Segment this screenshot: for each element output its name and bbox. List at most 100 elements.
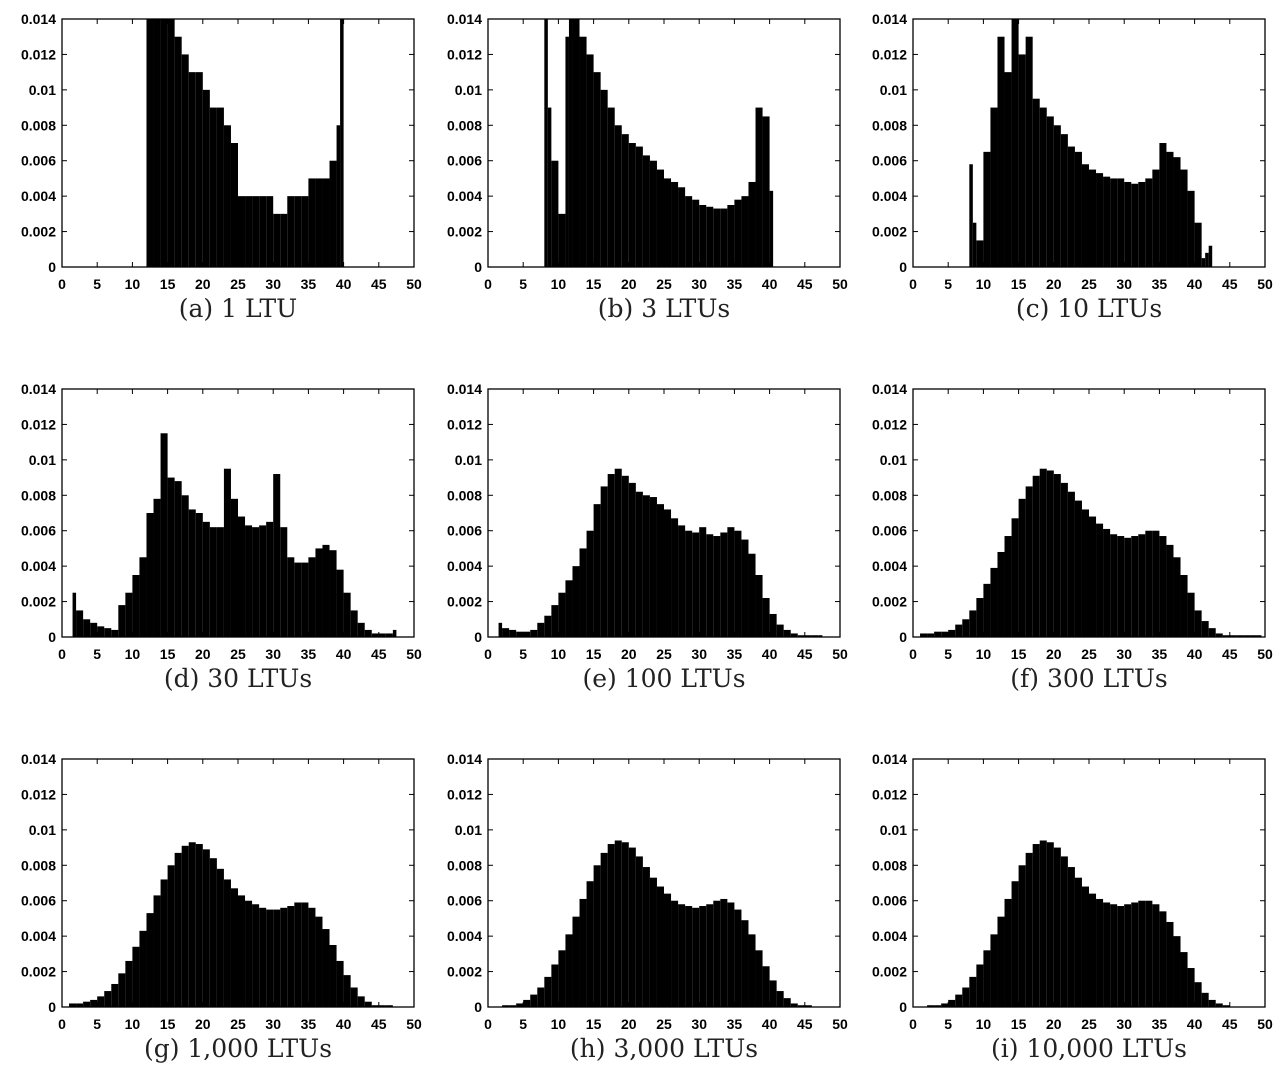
histogram-plot: 0 5 10 15 20 25 30 35 40 45 50 0 0.002 0.004 0.006 0.00… <box>447 751 848 1032</box>
histogram-bar <box>216 868 224 1007</box>
x-tick-label: 20 <box>621 1016 637 1032</box>
y-tick-label: 0.002 <box>21 964 56 980</box>
histogram-bar <box>301 902 309 1007</box>
y-tick-label: 0.004 <box>447 928 482 944</box>
y-tick-label: 0.014 <box>21 11 56 27</box>
y-tick-label: 0.01 <box>455 452 482 468</box>
subfigure-caption: (d) 30 LTUs <box>163 664 313 693</box>
histogram-bar <box>322 178 330 267</box>
histogram-bar <box>125 592 133 637</box>
histogram-bar <box>167 477 175 637</box>
histogram-bar <box>378 633 386 637</box>
histogram-bar <box>266 521 274 637</box>
histogram-bar <box>1145 900 1153 1007</box>
histogram-bar <box>1074 151 1082 267</box>
histogram-plot: 0 5 10 15 20 25 30 35 40 45 50 0 0.002 0.004 0.006 0.00… <box>21 381 422 662</box>
subfigure-caption: (b) 3 LTUs <box>597 294 731 323</box>
subfigure-caption: (a) 1 LTU <box>178 294 298 323</box>
y-tick-label: 0.002 <box>872 594 907 610</box>
x-tick-label: 15 <box>586 1016 602 1032</box>
histogram-bar <box>329 550 337 637</box>
x-tick-label: 40 <box>1187 646 1203 662</box>
histogram-bar <box>1222 635 1230 637</box>
histogram-bar <box>1138 534 1146 637</box>
histogram-bar <box>230 888 238 1007</box>
histogram-bar <box>216 107 224 267</box>
histogram-bar <box>976 964 984 1007</box>
histogram-bar <box>209 858 217 1007</box>
histogram-bar <box>818 635 823 637</box>
histogram-bar <box>572 916 580 1007</box>
histogram-bar <box>1018 54 1026 267</box>
histogram-bar <box>990 567 998 637</box>
y-tick-label: 0.014 <box>447 381 482 397</box>
histogram-bar <box>343 592 351 637</box>
y-tick-label: 0 <box>899 259 907 275</box>
histogram-bar <box>1081 164 1089 267</box>
histogram-bar <box>600 852 608 1007</box>
histogram-bar <box>174 852 182 1007</box>
histogram-bar <box>280 907 288 1007</box>
histogram-bar <box>90 999 98 1007</box>
x-tick-label: 45 <box>1222 1016 1238 1032</box>
histogram-bar <box>628 482 636 637</box>
histogram-bar <box>748 553 756 637</box>
histogram-bar <box>1011 518 1019 637</box>
histogram-bar <box>762 966 770 1007</box>
x-tick-label: 0 <box>909 646 917 662</box>
x-tick-label: 0 <box>484 646 492 662</box>
histogram-bar <box>202 521 210 637</box>
histogram-bar <box>1060 134 1068 267</box>
x-tick-label: 0 <box>58 276 66 292</box>
histogram-bar <box>1011 881 1019 1007</box>
y-tick-label: 0.008 <box>872 487 907 503</box>
histogram-bar <box>1067 867 1075 1007</box>
histogram-bar <box>1046 470 1054 637</box>
y-tick-label: 0.006 <box>872 153 907 169</box>
x-tick-label: 15 <box>586 646 602 662</box>
x-tick-label: 5 <box>93 276 101 292</box>
histogram-bar <box>755 950 763 1007</box>
histogram-bar <box>273 909 281 1007</box>
histogram-bar <box>146 513 154 637</box>
x-tick-label: 5 <box>93 1016 101 1032</box>
histogram-bar <box>558 213 566 267</box>
histogram-bar <box>357 622 365 637</box>
histogram-bar <box>1103 902 1111 1007</box>
histogram-bar <box>1018 498 1026 637</box>
histogram-bar <box>167 19 175 267</box>
y-tick-label: 0.014 <box>872 751 907 767</box>
histogram-bar <box>104 628 112 637</box>
histogram-panel: 0 5 10 15 20 25 30 35 40 45 50 0 0.002 0.004 0.006 0.00… <box>426 740 848 1090</box>
y-tick-label: 0.01 <box>29 452 56 468</box>
histogram-bar <box>568 19 573 267</box>
y-tick-label: 0 <box>474 259 482 275</box>
histogram-bar <box>1004 72 1012 268</box>
histogram-bar <box>1173 557 1181 637</box>
y-tick-label: 0.012 <box>872 416 907 432</box>
y-tick-label: 0.008 <box>447 857 482 873</box>
histogram-bar <box>502 628 510 637</box>
x-tick-label: 25 <box>230 646 246 662</box>
y-tick-label: 0.01 <box>455 822 482 838</box>
subfigure-caption: (c) 10 LTUs <box>1015 294 1163 323</box>
histogram-bar <box>350 610 358 637</box>
histogram-bar <box>223 468 231 637</box>
y-tick-label: 0.006 <box>21 893 56 909</box>
histogram-bar <box>181 845 189 1007</box>
histogram-bar <box>1032 98 1040 267</box>
bars-group <box>498 468 823 637</box>
y-tick-label: 0.004 <box>21 558 56 574</box>
histogram-bar <box>713 208 721 267</box>
x-tick-label: 20 <box>1046 646 1062 662</box>
histogram-bar <box>1166 151 1174 267</box>
histogram-bar <box>769 980 777 1007</box>
histogram-bar <box>811 635 819 637</box>
histogram-bar <box>1117 178 1125 267</box>
histogram-bar <box>934 1005 942 1007</box>
histogram-panel: 0 5 10 15 20 25 30 35 40 45 50 0 0.002 0.004 0.006 0.00… <box>851 740 1273 1090</box>
histogram-bar <box>160 19 168 267</box>
y-tick-label: 0.014 <box>872 381 907 397</box>
x-tick-label: 0 <box>909 276 917 292</box>
